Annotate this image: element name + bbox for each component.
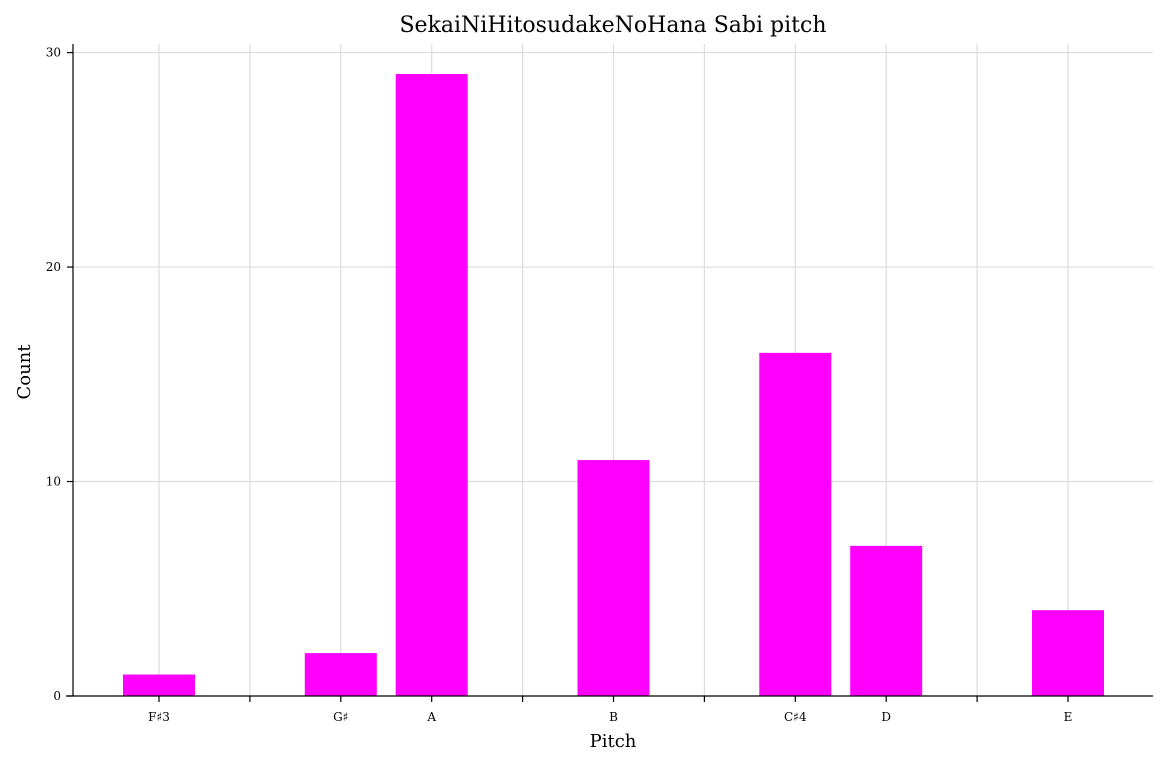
bar [577, 460, 650, 696]
bar [123, 674, 195, 696]
bar [395, 74, 468, 697]
y-tick-label: 0 [53, 689, 61, 703]
y-tick-label: 30 [46, 46, 61, 60]
x-tick-label: D [881, 710, 891, 724]
chart-title: SekaiNiHitosudakeNoHana Sabi pitch [399, 13, 826, 38]
bars [123, 74, 1104, 697]
grid-lines [73, 44, 1153, 696]
y-tick-label: 10 [46, 475, 61, 489]
x-tick-label: B [609, 710, 618, 724]
y-tick-label: 20 [46, 260, 61, 274]
x-tick-label: A [426, 710, 436, 724]
x-axis-label: Pitch [590, 731, 637, 752]
bar [1032, 610, 1104, 696]
y-axis-label: Count [14, 344, 35, 400]
axis-ticks: 0 10 20 30 F♯3 G♯ A B C♯4 D E [46, 46, 1073, 724]
x-tick-label: C♯4 [784, 710, 807, 724]
x-tick-label: G♯ [333, 710, 348, 724]
bar [850, 545, 923, 696]
bar [759, 352, 832, 696]
x-tick-label: E [1064, 710, 1073, 724]
bar [304, 653, 377, 696]
x-tick-label: F♯3 [148, 710, 170, 724]
